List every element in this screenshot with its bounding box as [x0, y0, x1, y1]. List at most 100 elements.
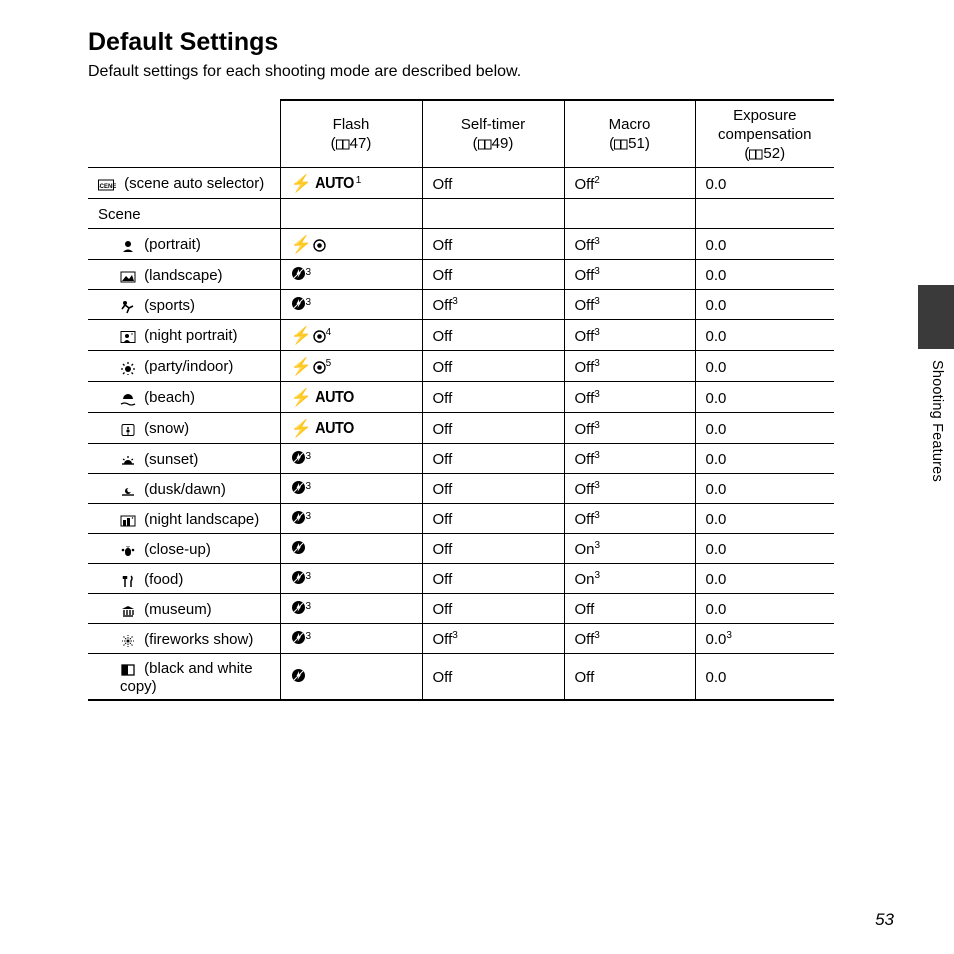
cell-timer: Off: [422, 260, 564, 290]
cell-timer: Off: [422, 534, 564, 564]
cell-macro: On3: [564, 564, 695, 594]
cell-macro: Off3: [564, 413, 695, 444]
svg-text:SCENE: SCENE: [98, 184, 116, 190]
fireworks-icon: [120, 632, 136, 649]
cell-macro: Off3: [564, 444, 695, 474]
cell-flash: ⚡AUTO1: [280, 168, 422, 199]
table-row: (portrait)⚡OffOff30.0: [88, 229, 834, 260]
header-macro: Macro (51): [564, 100, 695, 168]
cell-label: (snow): [88, 413, 280, 444]
scene-auto-icon: SCENE: [98, 176, 116, 193]
sunset-icon: [120, 452, 136, 469]
food-icon: [120, 572, 136, 589]
mode-label: (sports): [144, 297, 195, 314]
cell-exp: 0.0: [695, 474, 834, 504]
table-row: (snow)⚡AUTOOffOff30.0: [88, 413, 834, 444]
closeup-icon: [120, 542, 136, 559]
cell-label: (night portrait): [88, 320, 280, 351]
section-label: Scene: [88, 199, 280, 229]
section-label: Shooting Features: [929, 360, 945, 482]
cell-timer: Off: [422, 444, 564, 474]
cell-timer: Off: [422, 504, 564, 534]
mode-label: (night landscape): [144, 511, 259, 528]
cell-macro: On3: [564, 534, 695, 564]
cell-label: (fireworks show): [88, 624, 280, 654]
section-tab: [918, 285, 954, 349]
cell-flash: 3: [280, 290, 422, 320]
night-landscape-icon: [120, 512, 136, 529]
cell-macro: Off3: [564, 351, 695, 382]
mode-label: (fireworks show): [144, 631, 253, 648]
table-row: SCENE (scene auto selector)⚡AUTO1OffOff2…: [88, 168, 834, 199]
settings-table: Flash (47) Self-timer (49) Macro (51) Ex…: [88, 99, 834, 701]
cell-exp: 0.0: [695, 351, 834, 382]
cell-timer: Off: [422, 594, 564, 624]
cell-exp: 0.0: [695, 413, 834, 444]
cell-flash: ⚡AUTO: [280, 382, 422, 413]
snow-icon: [120, 421, 136, 438]
cell-timer: Off3: [422, 290, 564, 320]
museum-icon: [120, 602, 136, 619]
cell-macro: Off3: [564, 382, 695, 413]
mode-label: (dusk/dawn): [144, 481, 226, 498]
cell-label: (food): [88, 564, 280, 594]
cell-timer: Off: [422, 382, 564, 413]
cell-macro: Off3: [564, 260, 695, 290]
mode-label: (night portrait): [144, 327, 237, 344]
mode-label: (museum): [144, 601, 212, 618]
cell-macro: Off: [564, 654, 695, 700]
table-row: (black and white copy)OffOff0.0: [88, 654, 834, 700]
mode-label: (party/indoor): [144, 358, 233, 375]
table-row: (party/indoor)⚡5OffOff30.0: [88, 351, 834, 382]
mode-label: (food): [144, 571, 183, 588]
cell-exp: 0.0: [695, 229, 834, 260]
cell-flash: 3: [280, 260, 422, 290]
cell-label: (close-up): [88, 534, 280, 564]
cell-timer: Off3: [422, 624, 564, 654]
cell-exp: 0.0: [695, 382, 834, 413]
cell-timer: Off: [422, 654, 564, 700]
header-blank: [88, 100, 280, 168]
cell-label: (night landscape): [88, 504, 280, 534]
header-exp: Exposure compensation (52): [695, 100, 834, 168]
table-row: (museum)3OffOff0.0: [88, 594, 834, 624]
cell-exp: 0.0: [695, 534, 834, 564]
table-row: (night landscape)3OffOff30.0: [88, 504, 834, 534]
cell-label: (sports): [88, 290, 280, 320]
cell-label: (beach): [88, 382, 280, 413]
cell-label: (dusk/dawn): [88, 474, 280, 504]
cell-label: (sunset): [88, 444, 280, 474]
mode-label: (landscape): [144, 267, 222, 284]
cell-flash: 3: [280, 504, 422, 534]
cell-timer: Off: [422, 474, 564, 504]
table-row: (fireworks show)3Off3Off30.03: [88, 624, 834, 654]
cell-timer: Off: [422, 413, 564, 444]
cell-label: (party/indoor): [88, 351, 280, 382]
table-row: (night portrait)⚡4OffOff30.0: [88, 320, 834, 351]
party-icon: [120, 359, 136, 376]
cell-exp: 0.0: [695, 290, 834, 320]
mode-label: (scene auto selector): [124, 175, 264, 192]
cell-exp: 0.03: [695, 624, 834, 654]
cell-macro: Off3: [564, 474, 695, 504]
cell-exp: 0.0: [695, 444, 834, 474]
table-row: (close-up) OffOn30.0: [88, 534, 834, 564]
cell-flash: ⚡AUTO: [280, 413, 422, 444]
cell-timer: Off: [422, 320, 564, 351]
cell-timer: Off: [422, 168, 564, 199]
mode-label: (sunset): [144, 451, 198, 468]
portrait-icon: [120, 237, 136, 254]
cell-macro: Off3: [564, 290, 695, 320]
mode-label: (close-up): [144, 541, 211, 558]
cell-exp: 0.0: [695, 594, 834, 624]
cell-label: (landscape): [88, 260, 280, 290]
cell-flash: ⚡5: [280, 351, 422, 382]
dusk-icon: [120, 482, 136, 499]
cell-flash: 3: [280, 594, 422, 624]
cell-label: (black and white copy): [88, 654, 280, 700]
landscape-icon: [120, 268, 136, 285]
mode-label: (portrait): [144, 236, 201, 253]
header-timer: Self-timer (49): [422, 100, 564, 168]
cell-flash: [280, 534, 422, 564]
cell-flash: ⚡4: [280, 320, 422, 351]
